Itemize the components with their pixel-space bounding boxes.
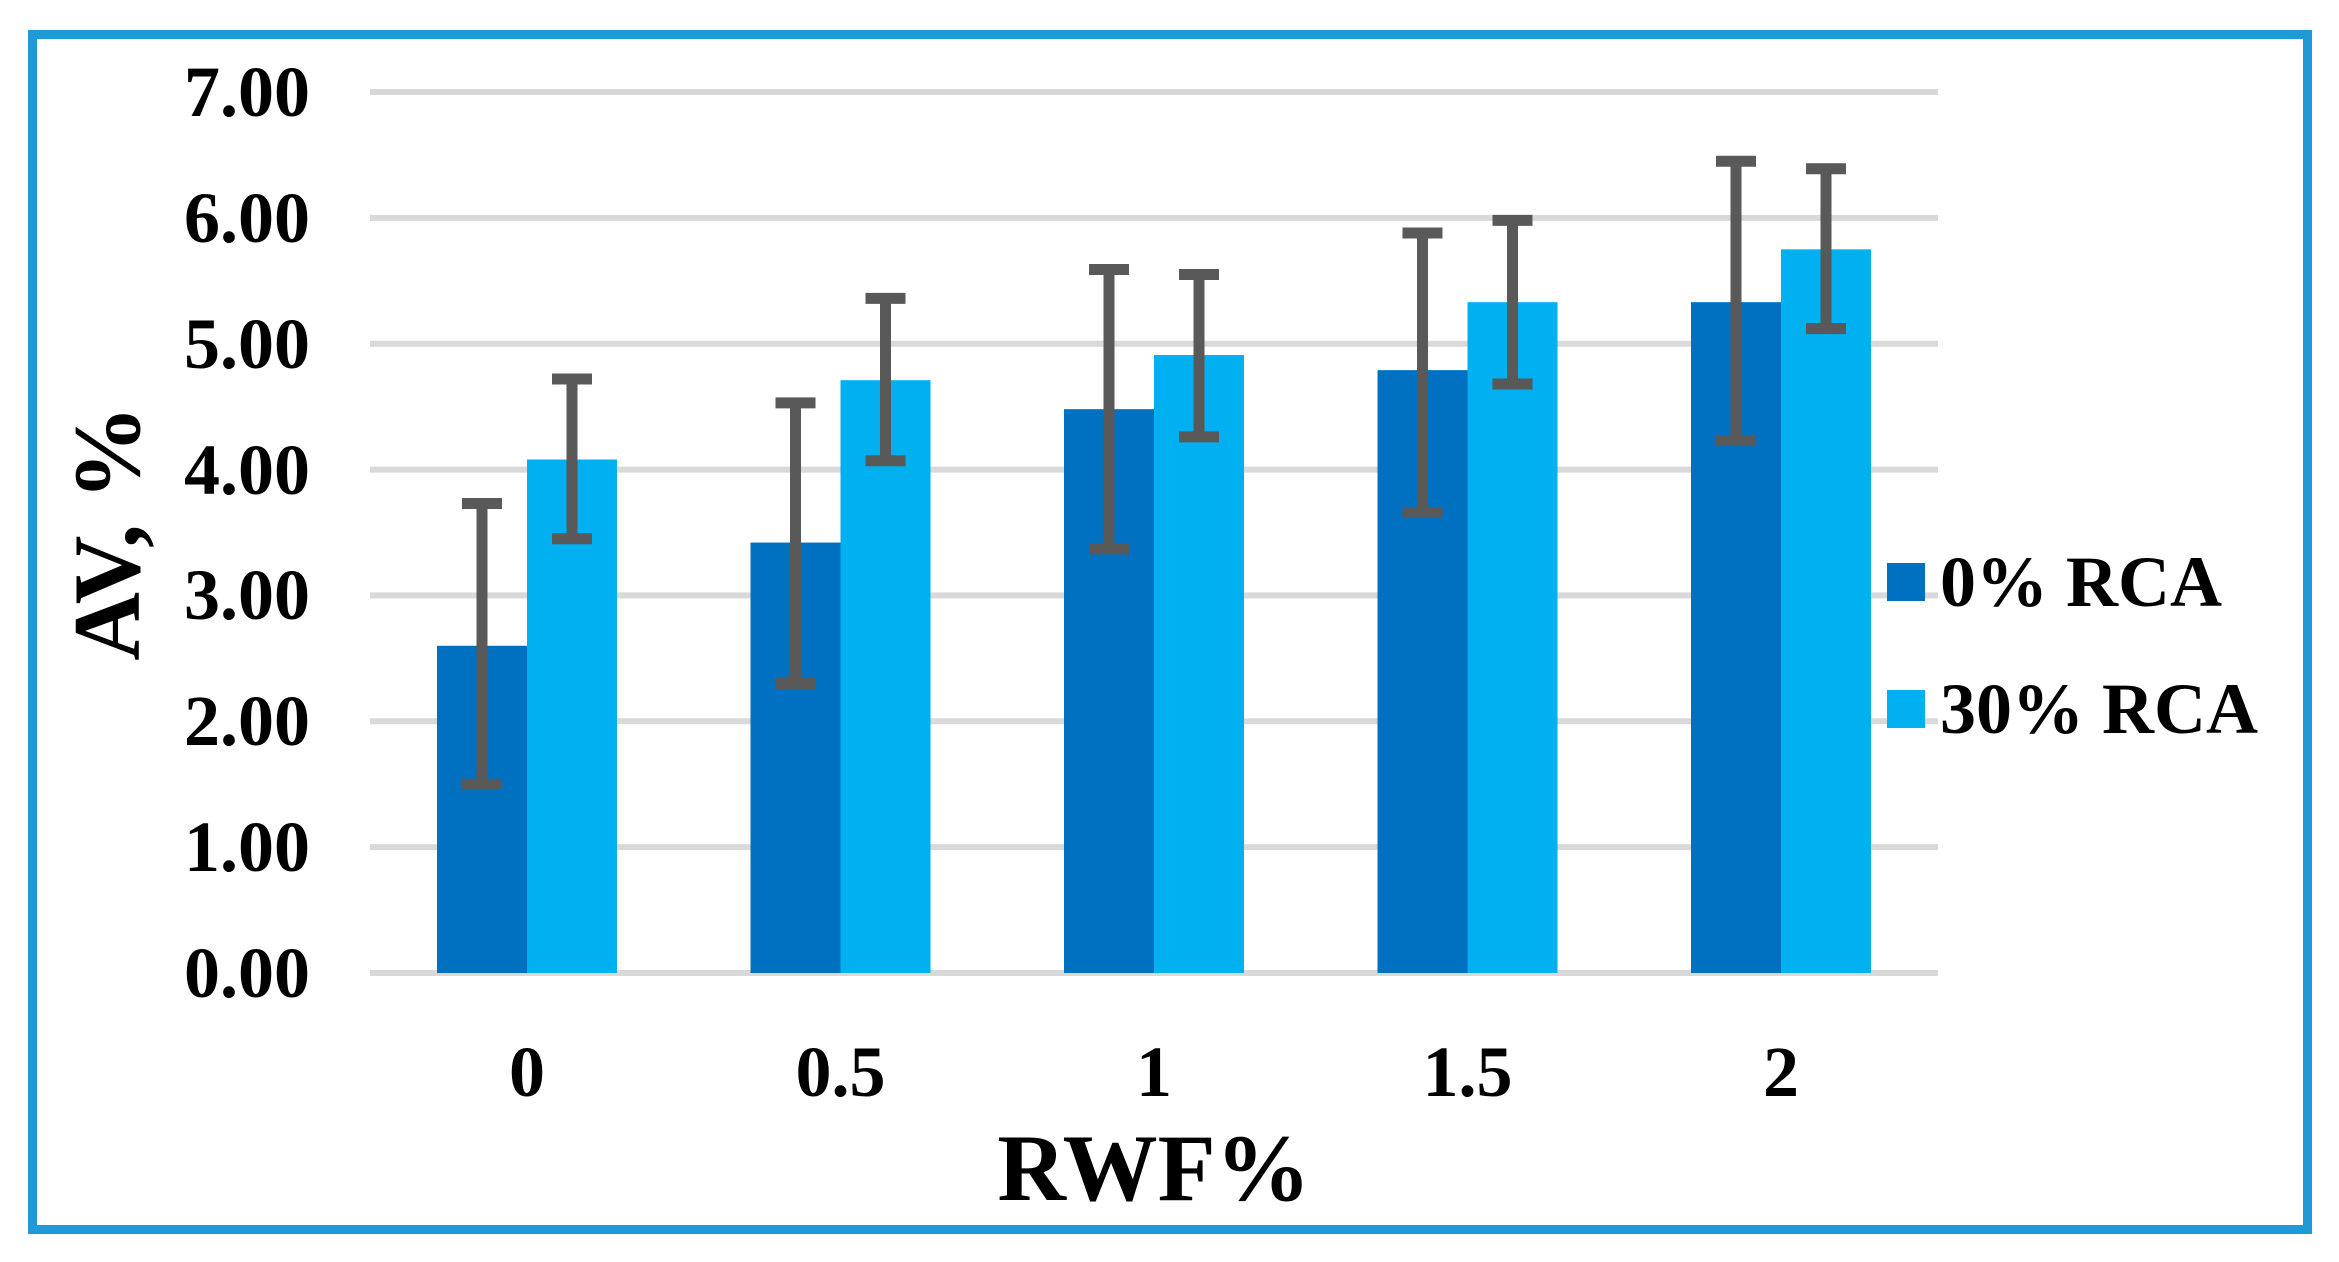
x-tick-label-0: 0: [509, 1032, 545, 1112]
x-tick-label-2: 2: [1763, 1032, 1799, 1112]
y-tick-label-3.00: 3.00: [184, 555, 310, 636]
y-axis-title: AV, %: [54, 405, 160, 661]
y-tick-label-1.00: 1.00: [184, 807, 310, 888]
x-tick-label-1: 1: [1136, 1032, 1172, 1112]
y-tick-label-7.00: 7.00: [184, 52, 310, 132]
x-tick-label-0.5: 0.5: [795, 1032, 886, 1112]
bar-30RCA-2[interactable]: [1781, 249, 1871, 974]
y-tick-label-0.00: 0.00: [184, 933, 310, 1013]
legend-swatch-30pct-rca[interactable]: [1887, 690, 1925, 728]
bar-30RCA-1.5[interactable]: [1467, 302, 1558, 974]
y-tick-label-2.00: 2.00: [184, 681, 310, 762]
legend-label-0pct-rca[interactable]: 0% RCA: [1940, 542, 2222, 622]
bar-30RCA-0[interactable]: [527, 459, 617, 973]
y-tick-label-4.00: 4.00: [184, 429, 310, 510]
bar-30RCA-1[interactable]: [1154, 355, 1244, 973]
x-axis-title: RWF%: [997, 1115, 1311, 1221]
bar-30RCA-0.5[interactable]: [840, 380, 931, 973]
x-tick-label-1.5: 1.5: [1422, 1032, 1513, 1112]
y-tick-label-5.00: 5.00: [184, 303, 310, 384]
legend-label-30pct-rca[interactable]: 30% RCA: [1940, 669, 2258, 749]
y-tick-label-6.00: 6.00: [184, 177, 310, 258]
legend-swatch-0pct-rca[interactable]: [1887, 563, 1925, 601]
